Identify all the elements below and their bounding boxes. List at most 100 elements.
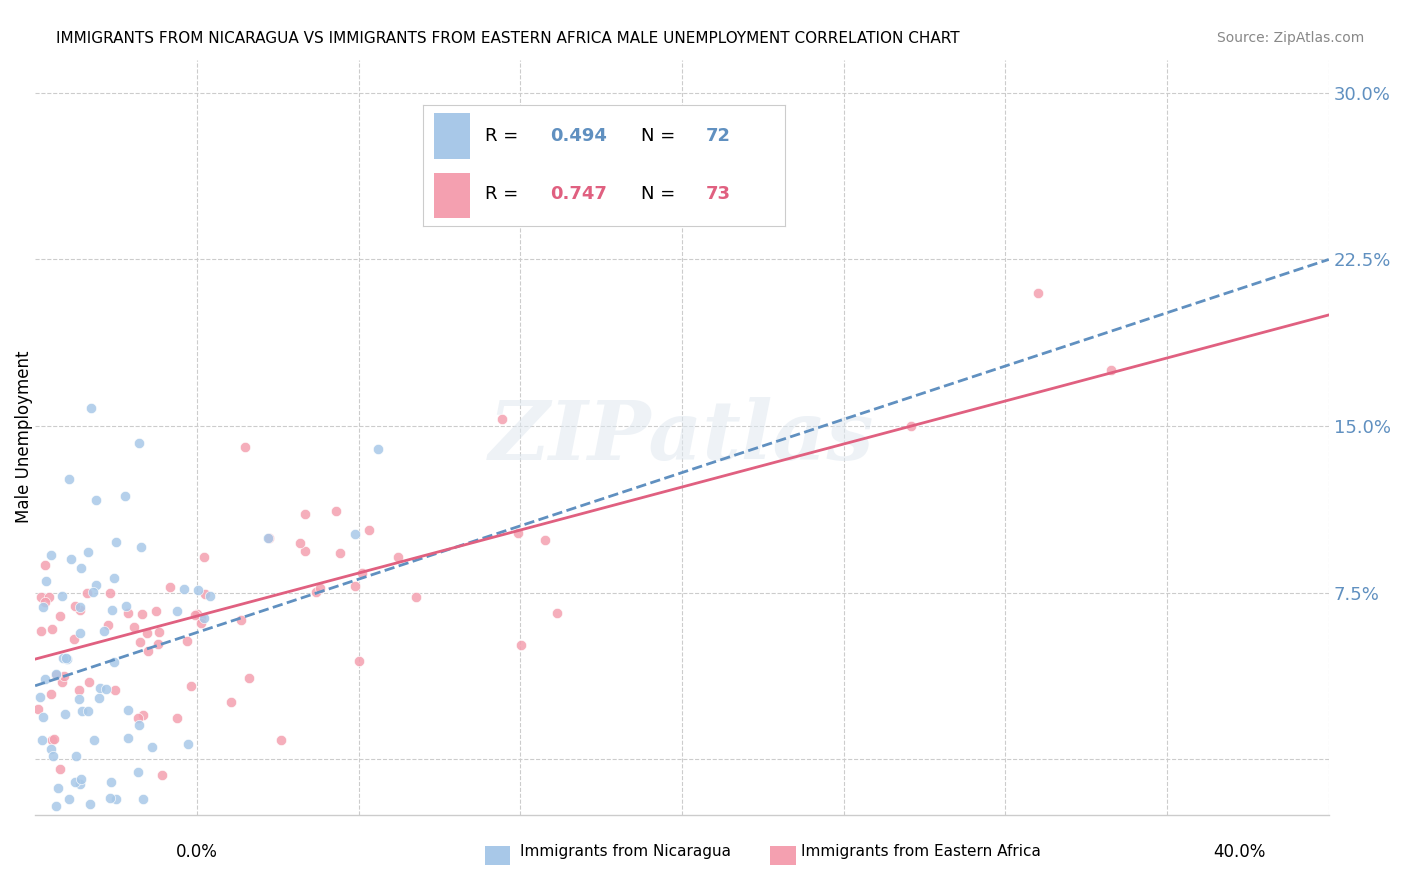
Point: [129, 635, 152, 649]
Point: [77, 704, 100, 718]
Point: [76, 585, 98, 599]
Point: [270, 733, 292, 747]
Point: [30, 690, 52, 704]
Point: [127, 711, 149, 725]
Point: [32, 600, 55, 615]
Point: [186, 607, 208, 621]
Point: [150, 767, 173, 781]
Point: [148, 624, 170, 639]
Point: [325, 504, 347, 518]
Point: [288, 535, 311, 549]
Point: [343, 526, 366, 541]
Point: [117, 703, 139, 717]
Point: [34, 558, 56, 572]
Point: [104, 534, 127, 549]
Point: [173, 582, 195, 596]
Point: [257, 531, 280, 545]
Point: [34, 574, 56, 589]
Point: [27, 702, 49, 716]
Point: [131, 607, 153, 621]
Point: [77, 674, 100, 689]
Point: [89, 681, 111, 695]
Point: [187, 582, 209, 597]
Point: [352, 566, 374, 580]
Point: [69, 626, 91, 640]
Point: [41, 732, 63, 747]
Point: [638, 159, 661, 173]
Point: [98, 791, 121, 805]
Point: [32, 709, 55, 723]
Point: [122, 620, 145, 634]
Point: [70, 704, 93, 718]
Point: [166, 711, 188, 725]
Point: [55, 650, 77, 665]
Point: [359, 523, 381, 537]
Point: [67, 850, 90, 864]
Text: IMMIGRANTS FROM NICARAGUA VS IMMIGRANTS FROM EASTERN AFRICA MALE UNEMPLOYMENT CO: IMMIGRANTS FROM NICARAGUA VS IMMIGRANTS …: [56, 31, 960, 46]
Text: ZIPatlas: ZIPatlas: [489, 397, 875, 477]
Point: [98, 586, 121, 600]
Point: [52, 651, 75, 665]
Point: [238, 671, 260, 685]
Point: [65, 748, 87, 763]
Point: [146, 637, 169, 651]
Point: [129, 540, 152, 554]
Point: [49, 609, 72, 624]
Point: [87, 691, 110, 706]
Point: [60, 552, 83, 566]
Point: [533, 533, 555, 547]
Point: [45, 798, 67, 813]
Point: [65, 775, 87, 789]
Point: [180, 679, 202, 693]
Point: [329, 545, 352, 559]
Point: [132, 792, 155, 806]
Point: [96, 682, 118, 697]
Point: [39, 742, 62, 756]
Point: [347, 654, 370, 668]
Point: [136, 644, 159, 658]
Text: Immigrants from Nicaragua: Immigrants from Nicaragua: [520, 845, 731, 859]
Point: [900, 419, 922, 434]
Point: [194, 587, 217, 601]
Point: [103, 572, 125, 586]
Point: [69, 603, 91, 617]
Point: [86, 492, 108, 507]
Point: [63, 632, 86, 647]
Point: [41, 748, 63, 763]
Point: [65, 599, 87, 614]
Point: [38, 590, 60, 604]
Point: [177, 737, 200, 751]
Point: [51, 675, 73, 690]
Point: [145, 604, 167, 618]
Point: [53, 706, 76, 721]
Point: [53, 669, 76, 683]
Point: [387, 550, 409, 565]
Point: [97, 618, 120, 632]
Point: [546, 606, 568, 620]
Point: [200, 589, 222, 603]
Point: [229, 613, 252, 627]
Point: [34, 595, 56, 609]
Point: [53, 871, 76, 886]
Point: [83, 732, 105, 747]
Point: [31, 732, 53, 747]
Point: [70, 560, 93, 574]
Point: [1026, 285, 1049, 300]
Point: [132, 708, 155, 723]
Point: [45, 668, 67, 682]
Point: [58, 472, 80, 486]
Point: [190, 615, 212, 630]
Point: [49, 762, 72, 776]
Point: [34, 672, 56, 686]
Point: [190, 611, 212, 625]
Point: [491, 412, 513, 426]
Point: [42, 731, 65, 746]
Point: [69, 777, 91, 791]
Point: [115, 599, 138, 613]
Point: [219, 695, 242, 709]
Point: [510, 638, 533, 652]
Point: [193, 611, 215, 625]
Point: [305, 585, 328, 599]
Point: [176, 634, 198, 648]
Point: [48, 831, 70, 846]
